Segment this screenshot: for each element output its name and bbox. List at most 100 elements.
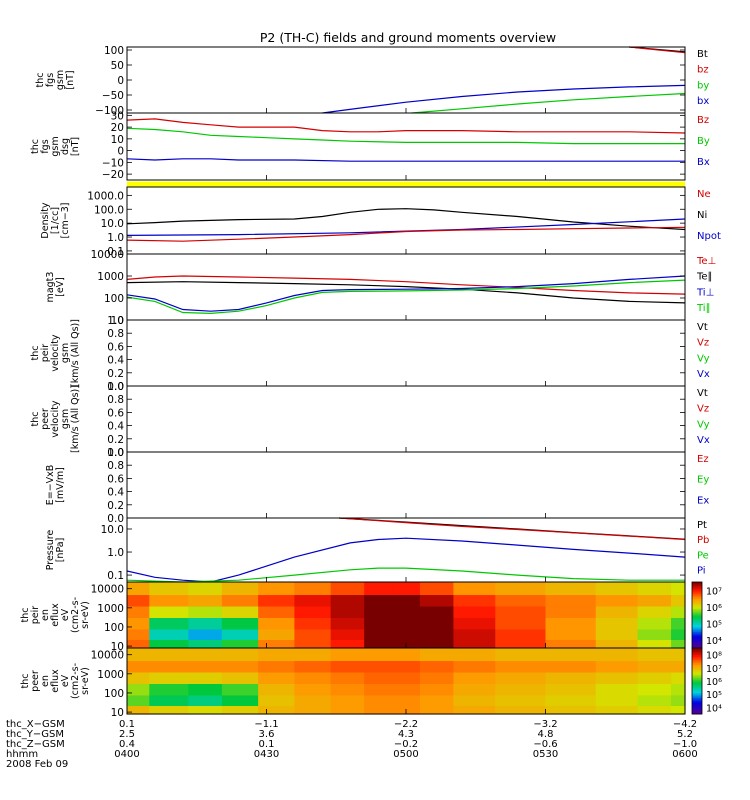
colorbar-segment — [692, 689, 702, 692]
y-tick-label: 0.0 — [107, 513, 124, 525]
spectrogram-cell — [419, 671, 455, 684]
legend-entry: Ti∥ — [696, 303, 711, 314]
spectrogram-cell — [221, 594, 259, 607]
spectrogram-cell — [419, 705, 455, 715]
colorbar-segment — [692, 709, 702, 712]
x-axis-value: 5.2 — [677, 729, 693, 740]
colorbar-segment — [692, 661, 702, 664]
colorbar-segment — [692, 700, 702, 703]
y-tick-label: 0.0 — [107, 447, 124, 459]
legend-entry: Vx — [697, 369, 710, 380]
spectrogram-cell — [637, 660, 672, 673]
spectrogram-cell — [419, 617, 455, 630]
legend-entry: Npot — [697, 231, 721, 242]
spectrogram-cell — [495, 582, 547, 596]
spectrogram-cell — [419, 683, 455, 696]
series-line-bz — [126, 118, 686, 134]
colorbar-segment — [692, 611, 702, 614]
spectrogram-cell — [595, 594, 639, 607]
legend-entry: by — [697, 80, 709, 91]
y-axis-label: Density — [40, 202, 51, 238]
series-line-npot — [126, 218, 686, 236]
spectrogram-cell — [188, 660, 223, 673]
colorbar-segment — [692, 629, 702, 632]
spectrogram-cell — [671, 648, 686, 662]
colorbar-segment — [692, 608, 702, 611]
x-axis-value: −0.6 — [533, 739, 557, 750]
spectrogram-cell — [495, 594, 547, 607]
spectrogram-cell — [595, 639, 639, 649]
spectrogram-cell — [545, 705, 597, 715]
colorbar-segment — [692, 684, 702, 687]
x-axis-value: −0.2 — [394, 739, 418, 750]
spectrogram-cell — [671, 694, 686, 706]
y-axis-label: eV — [60, 674, 71, 687]
spectrogram-cell — [149, 660, 189, 673]
spectrogram-cell — [330, 705, 365, 715]
series-line-bx — [126, 158, 685, 162]
spectrogram-cell — [671, 705, 686, 715]
y-tick-label: 1000 — [97, 603, 124, 615]
x-axis-labels: thc_X−GSM 0.1 −1.1 −2.2 −3.2 −4.2 thc_Y−GSM 2.5… — [6, 719, 698, 770]
y-tick-label: 0.4 — [107, 421, 124, 433]
spectrogram-cell — [221, 582, 259, 596]
y-tick-label: 0.6 — [107, 341, 124, 353]
spectrogram-cell — [595, 605, 639, 618]
y-axis-label: thc — [30, 346, 41, 361]
colorbar-segment — [692, 600, 702, 603]
x-axis-row-label: hhmm — [6, 749, 38, 760]
series-line-bz — [629, 46, 686, 54]
y-axis-label: [cm−3] — [60, 203, 71, 239]
spectrogram — [127, 582, 686, 649]
spectrogram-cell — [545, 594, 597, 607]
spectrogram-cell — [671, 594, 686, 607]
spectrogram-cell — [364, 594, 393, 607]
spectrogram-cell — [149, 671, 189, 684]
spectrogram-cell — [188, 683, 223, 696]
spectrogram-cell — [545, 671, 597, 684]
y-tick-label: 0.6 — [107, 407, 124, 419]
spectrogram-cell — [258, 671, 295, 684]
colorbar-segment — [692, 692, 702, 695]
spectrogram-cell — [392, 648, 421, 662]
y-axis-label: [1/cc] — [50, 207, 61, 234]
colorbar-segment — [692, 616, 702, 619]
x-axis-value: −3.2 — [533, 719, 557, 730]
spectrogram-cell — [364, 683, 393, 696]
spectrogram-cell — [188, 648, 223, 662]
y-tick-label: 10 — [111, 641, 124, 653]
spectrogram-cell — [671, 660, 686, 673]
spectrogram-cell — [545, 639, 597, 649]
spectrogram-cell — [495, 671, 547, 684]
spectrogram-cell — [595, 705, 639, 715]
spectrogram-cell — [671, 639, 686, 649]
series-line-pb — [338, 517, 686, 541]
colorbar-segment — [692, 656, 702, 659]
spectrogram-cell — [188, 694, 223, 706]
colorbar-segment — [692, 638, 702, 641]
colorbar-segment — [692, 621, 702, 624]
spectrogram-cell — [364, 617, 393, 630]
spectrogram-cell — [221, 705, 259, 715]
y-tick-label: 0 — [117, 75, 124, 87]
y-tick-label: 1000 — [97, 669, 124, 681]
panel-9: 10⁷ 10⁶ 10⁵ 10⁴ 10000 1000 100 10 thc peir en eflux… — [20, 581, 722, 653]
spectrogram-cell — [637, 671, 672, 684]
colorbar-segment — [692, 707, 702, 710]
colorbar-segment — [692, 652, 702, 656]
series-line-by — [411, 92, 686, 114]
y-tick-label: 0.2 — [107, 434, 124, 446]
spectrogram-cell — [392, 617, 421, 630]
spectrogram-cell — [149, 705, 189, 715]
colorbar-segment — [692, 618, 702, 621]
spectrogram — [127, 648, 686, 715]
spectrogram-cell — [330, 671, 365, 684]
spectrogram-cell — [221, 694, 259, 706]
x-axis-row-label: thc_Z−GSM — [6, 739, 65, 750]
y-tick-label: 1000.0 — [87, 190, 124, 202]
y-tick-label: −50 — [102, 90, 124, 102]
spectrogram-cell — [637, 628, 672, 640]
legend-entry: Vt — [697, 388, 708, 399]
y-axis-label: thc — [20, 674, 31, 689]
